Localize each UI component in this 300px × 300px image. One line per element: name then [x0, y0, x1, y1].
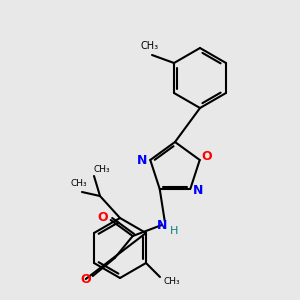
Text: O: O — [201, 151, 212, 164]
Text: H: H — [169, 226, 178, 236]
Text: CH₃: CH₃ — [71, 179, 87, 188]
Text: CH₃: CH₃ — [94, 166, 110, 175]
Text: CH₃: CH₃ — [141, 41, 159, 51]
Text: O: O — [80, 272, 91, 286]
Text: N: N — [157, 218, 167, 232]
Text: CH₃: CH₃ — [164, 277, 180, 286]
Text: N: N — [137, 154, 148, 167]
Text: O: O — [98, 211, 108, 224]
Text: N: N — [193, 184, 203, 196]
